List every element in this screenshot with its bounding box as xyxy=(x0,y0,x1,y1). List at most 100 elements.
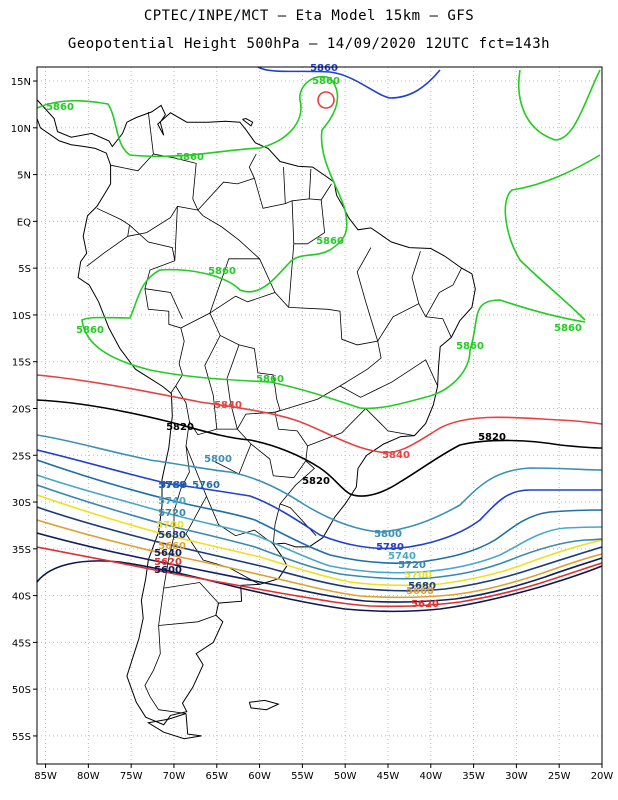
contour-5800 xyxy=(37,434,602,533)
contour-label: 5700 xyxy=(404,570,432,581)
contour-label: 5860 xyxy=(554,323,582,334)
country-border xyxy=(86,207,130,267)
coastline xyxy=(37,99,476,726)
country-border xyxy=(204,335,221,430)
contour-5860-blue xyxy=(257,67,441,99)
contour-label: 5780 xyxy=(376,542,404,553)
map-frame xyxy=(36,66,603,765)
contour-5820 xyxy=(37,399,602,497)
contour-lines xyxy=(37,67,602,613)
country-border xyxy=(254,178,332,209)
lat-label: 50S xyxy=(12,685,31,696)
lon-label: 85W xyxy=(34,771,57,782)
coastline xyxy=(136,34,210,56)
lat-label: 15N xyxy=(11,77,31,88)
lon-label: 20W xyxy=(591,771,614,782)
contour-5720 xyxy=(37,484,602,580)
contour-label: 5760 xyxy=(158,480,186,491)
contour-label: 5700 xyxy=(156,520,184,531)
country-border xyxy=(158,614,217,626)
contour-5840 xyxy=(37,374,602,454)
map-title-line2: Geopotential Height 500hPa – 14/09/2020 … xyxy=(67,36,551,52)
contour-label: 5840 xyxy=(214,400,242,411)
lat-label: 5S xyxy=(18,264,31,275)
country-border xyxy=(110,153,154,172)
country-border xyxy=(127,206,178,237)
country-border xyxy=(209,292,382,413)
lon-label: 70W xyxy=(163,771,186,782)
contour-label: 5660 xyxy=(158,541,186,552)
contour-label: 5740 xyxy=(388,551,416,562)
lon-label: 40W xyxy=(419,771,442,782)
lat-label: 40S xyxy=(12,592,31,603)
lon-label: 60W xyxy=(248,771,271,782)
lon-label: 35W xyxy=(462,771,485,782)
country-border xyxy=(144,260,185,394)
contour-label: 5720 xyxy=(398,560,426,571)
contour-label: 5840 xyxy=(382,450,410,461)
coastline xyxy=(146,713,202,740)
contour-label: 5780 xyxy=(159,480,187,491)
contour-5660 xyxy=(37,519,602,599)
lat-label: 20S xyxy=(12,404,31,415)
coastlines xyxy=(37,34,476,740)
coastline xyxy=(248,699,280,711)
lat-label: 10N xyxy=(11,124,31,135)
lat-label: 25S xyxy=(12,451,31,462)
country-border xyxy=(197,153,257,211)
country-border xyxy=(144,288,183,319)
contour-label: 5800 xyxy=(204,454,232,465)
contour-label: 5800 xyxy=(374,529,402,540)
country-border xyxy=(197,209,276,293)
country-border xyxy=(307,407,415,447)
country-border xyxy=(339,359,438,398)
contour-label: 5660 xyxy=(406,586,434,597)
map-title-line1: CPTEC/INPE/MCT – Eta Model 15km – GFS xyxy=(143,8,475,24)
lon-label: 50W xyxy=(334,771,357,782)
contour-label: 5860 xyxy=(310,63,338,74)
contour-label: 5860 xyxy=(316,236,344,247)
country-border xyxy=(356,247,379,342)
lon-label: 80W xyxy=(77,771,100,782)
contour-label: 5600 xyxy=(154,565,182,576)
contour-5740 xyxy=(37,474,602,574)
contour-label: 5640 xyxy=(154,548,182,559)
contour-5700 xyxy=(37,494,602,587)
lon-label: 25W xyxy=(548,771,571,782)
contour-label: 5820 xyxy=(478,432,506,443)
contour-label: 5620 xyxy=(411,599,439,610)
lat-label: 35S xyxy=(12,545,31,556)
contour-5780 xyxy=(37,449,602,550)
lon-label: 45W xyxy=(377,771,400,782)
country-border xyxy=(288,200,295,308)
country-border xyxy=(411,251,421,304)
contour-5860 xyxy=(37,75,586,410)
country-border xyxy=(147,111,199,261)
country-border xyxy=(308,168,312,199)
contour-label: 5680 xyxy=(158,530,186,541)
country-border xyxy=(163,582,219,604)
contour-label: 5820 xyxy=(302,476,330,487)
contour-label: 5720 xyxy=(158,508,186,519)
coastline xyxy=(242,117,254,127)
contour-5860 xyxy=(504,154,601,321)
contour-label: 5820 xyxy=(166,422,194,433)
contour-5860 xyxy=(518,69,601,141)
contour-label: 5860 xyxy=(208,266,236,277)
lat-label: 30S xyxy=(12,498,31,509)
lon-label: 65W xyxy=(205,771,228,782)
lat-label: 15S xyxy=(12,358,31,369)
country-border xyxy=(226,344,240,430)
country-border xyxy=(293,199,326,245)
lon-label: 75W xyxy=(120,771,143,782)
contour-label: 5620 xyxy=(154,557,182,568)
lat-label: 45S xyxy=(12,638,31,649)
contour-label: 5860 xyxy=(456,341,484,352)
contour-label: 5860 xyxy=(46,102,74,113)
contour-label: 5760 xyxy=(192,480,220,491)
contour-5620 xyxy=(37,546,602,608)
country-border xyxy=(377,303,452,342)
contour-label: 5860 xyxy=(256,374,284,385)
lat-label: 55S xyxy=(12,732,31,743)
